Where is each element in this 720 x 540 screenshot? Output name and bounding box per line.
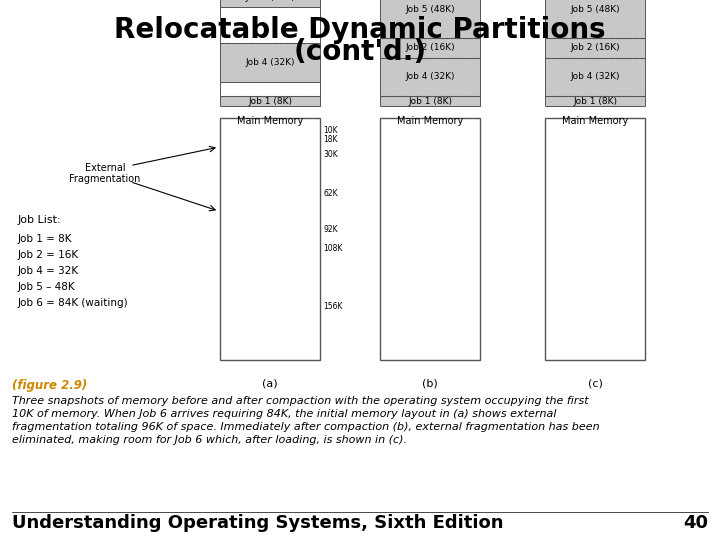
Bar <box>545 57 645 96</box>
Text: 92K: 92K <box>323 225 338 234</box>
Bar <box>545 38 645 57</box>
Text: Job 5 – 48K: Job 5 – 48K <box>18 282 76 292</box>
Text: 156K: 156K <box>323 302 343 311</box>
Text: 18K: 18K <box>323 136 338 144</box>
Text: Job 1 (8K): Job 1 (8K) <box>408 97 452 105</box>
Bar <box>220 82 320 96</box>
Text: External
Fragmentation: External Fragmentation <box>69 163 140 185</box>
Bar <box>380 118 480 360</box>
Text: Job 4 (32K): Job 4 (32K) <box>405 72 455 82</box>
Text: (b): (b) <box>422 378 438 388</box>
Text: 10K: 10K <box>323 126 338 134</box>
Text: Three snapshots of memory before and after compaction with the operating system : Three snapshots of memory before and aft… <box>12 396 589 406</box>
Text: Job 1 = 8K: Job 1 = 8K <box>18 234 73 244</box>
Text: Job 2 (16K): Job 2 (16K) <box>405 43 455 52</box>
Text: Relocatable Dynamic Partitions: Relocatable Dynamic Partitions <box>114 16 606 44</box>
Bar <box>220 96 320 106</box>
Bar <box>545 96 645 106</box>
Bar <box>220 118 320 360</box>
Text: 40: 40 <box>683 514 708 532</box>
Text: Job 2 (16K): Job 2 (16K) <box>570 43 620 52</box>
Text: Job 5 (48K): Job 5 (48K) <box>405 5 455 14</box>
Text: Main Memory: Main Memory <box>237 116 303 126</box>
Text: (c): (c) <box>588 378 603 388</box>
Text: 30K: 30K <box>323 150 338 159</box>
Bar <box>545 118 645 360</box>
Text: 108K: 108K <box>323 244 343 253</box>
Text: Understanding Operating Systems, Sixth Edition: Understanding Operating Systems, Sixth E… <box>12 514 503 532</box>
Text: (a): (a) <box>262 378 278 388</box>
Bar <box>545 0 645 38</box>
Text: Job 4 = 32K: Job 4 = 32K <box>18 266 79 276</box>
Text: fragmentation totaling 96K of space. Immediately after compaction (b), external : fragmentation totaling 96K of space. Imm… <box>12 422 600 432</box>
Bar <box>220 6 320 43</box>
Text: Job List:: Job List: <box>18 215 62 225</box>
Text: Job 6 = 84K (waiting): Job 6 = 84K (waiting) <box>18 298 129 308</box>
Text: eliminated, making room for Job 6 which, after loading, is shown in (c).: eliminated, making room for Job 6 which,… <box>12 435 407 445</box>
Bar <box>220 43 320 82</box>
Text: (figure 2.9): (figure 2.9) <box>12 379 87 392</box>
Bar <box>380 96 480 106</box>
Text: Job 4 (32K): Job 4 (32K) <box>570 72 620 82</box>
Text: Main Memory: Main Memory <box>397 116 463 126</box>
Text: Job 5 (48K): Job 5 (48K) <box>570 5 620 14</box>
Text: Main Memory: Main Memory <box>562 116 628 126</box>
Text: 62K: 62K <box>323 188 338 198</box>
Text: Job 4 (32K): Job 4 (32K) <box>246 58 294 67</box>
Bar <box>380 57 480 96</box>
Text: Job 1 (8K): Job 1 (8K) <box>248 97 292 105</box>
Text: Job 1 (8K): Job 1 (8K) <box>573 97 617 105</box>
Bar <box>380 38 480 57</box>
Text: Job 2 = 16K: Job 2 = 16K <box>18 251 79 260</box>
Text: Job 2 (16K): Job 2 (16K) <box>246 0 294 2</box>
Text: 10K of memory. When Job 6 arrives requiring 84K, the initial memory layout in (a: 10K of memory. When Job 6 arrives requir… <box>12 409 557 419</box>
Text: (cont'd.): (cont'd.) <box>294 38 426 66</box>
Bar <box>380 0 480 38</box>
Bar <box>220 0 320 6</box>
